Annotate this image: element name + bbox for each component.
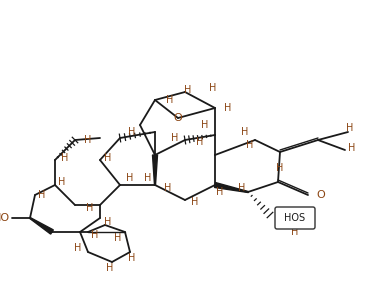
Text: H: H: [106, 263, 114, 273]
Text: H: H: [128, 253, 136, 263]
Text: H: H: [196, 137, 204, 147]
Text: O: O: [316, 190, 325, 200]
Text: H: H: [91, 230, 99, 240]
Text: H: H: [104, 153, 112, 163]
Text: H: H: [144, 173, 152, 183]
Text: H: H: [216, 187, 224, 197]
Polygon shape: [153, 155, 157, 185]
Polygon shape: [30, 218, 53, 234]
Text: H: H: [61, 153, 69, 163]
Text: H: H: [346, 123, 354, 133]
Text: O: O: [174, 113, 183, 123]
Text: H: H: [238, 183, 246, 193]
Text: H: H: [291, 227, 299, 237]
Text: H: H: [171, 133, 179, 143]
Text: H: H: [166, 95, 174, 105]
FancyBboxPatch shape: [275, 207, 315, 229]
Text: H: H: [58, 177, 66, 187]
Text: H: H: [86, 203, 94, 213]
Text: H: H: [184, 85, 192, 95]
Text: HOS: HOS: [285, 213, 306, 223]
Text: H: H: [104, 217, 112, 227]
Text: H: H: [201, 120, 209, 130]
Polygon shape: [214, 183, 248, 193]
Text: H: H: [38, 190, 46, 200]
Text: H: H: [126, 173, 134, 183]
Text: H: H: [209, 83, 217, 93]
Text: H: H: [241, 127, 249, 137]
Text: HO: HO: [0, 213, 10, 223]
Text: H: H: [74, 243, 82, 253]
Text: H: H: [348, 143, 356, 153]
Text: H: H: [128, 127, 136, 137]
Text: H: H: [224, 103, 232, 113]
Text: H: H: [246, 140, 254, 150]
Text: H: H: [276, 163, 284, 173]
Text: H: H: [164, 183, 172, 193]
Text: H: H: [84, 135, 92, 145]
Text: H: H: [114, 233, 122, 243]
Text: H: H: [191, 197, 199, 207]
